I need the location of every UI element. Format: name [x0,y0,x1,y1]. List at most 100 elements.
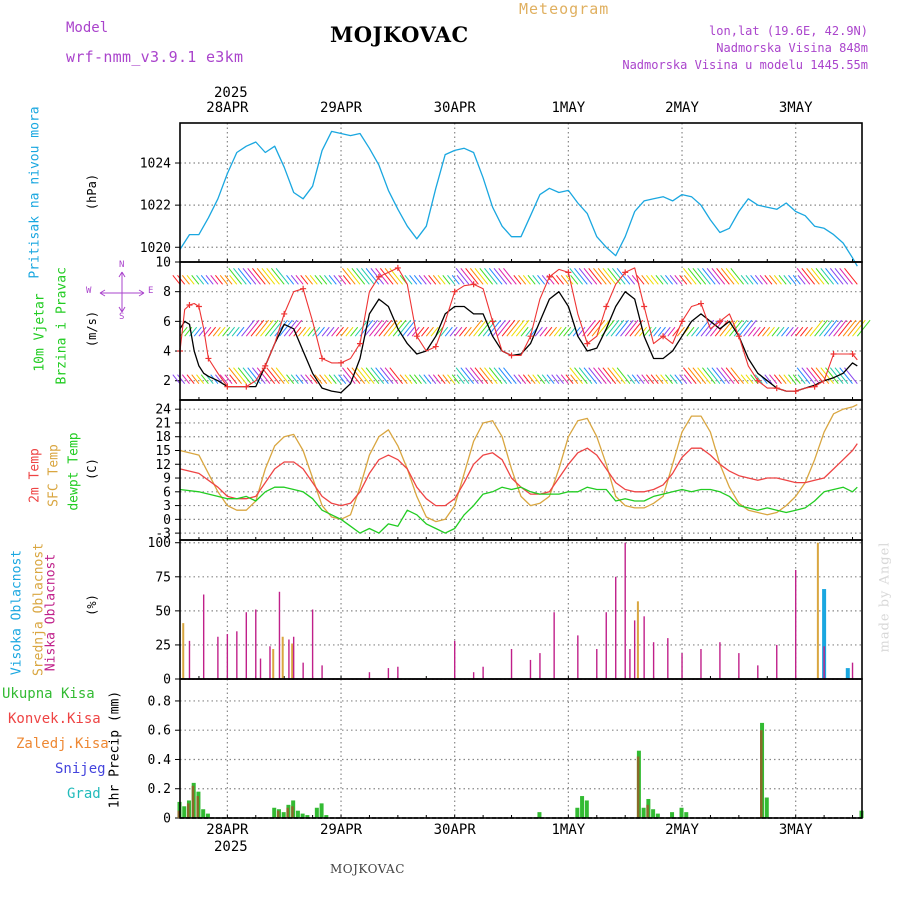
low-cloud-bar [236,631,238,679]
gust-marker [300,285,307,292]
wind-barb [537,274,546,285]
gust-marker [413,333,420,340]
conv-precip-bar [276,810,280,818]
wind-barb [563,326,572,337]
wind-barb [627,274,636,285]
wind-barb [444,326,453,337]
wind-barb [804,326,813,337]
wind-barb [522,274,531,285]
y-tick-label: 3 [163,499,171,514]
wind-barb [513,374,522,385]
wind-barb [384,367,399,385]
wind-barb [295,274,304,285]
wind-barb [469,367,484,385]
total-precip-bar [655,813,660,818]
wind-barb [837,319,852,337]
wind-barb [607,367,621,385]
total-precip-bar [205,813,210,818]
y-tick-label: 1022 [140,199,171,214]
wind-barb [454,326,463,337]
wind-barb [724,319,738,337]
wind-barb [636,374,645,385]
low-cloud-bar [226,634,229,679]
wind-barb [338,374,347,385]
wind-barb [702,367,716,385]
wind-barb [597,267,612,285]
wind-barb [593,367,607,385]
wind-barb [612,267,626,285]
wind-barb [416,326,425,337]
wind-barb [725,267,740,285]
wind-barb [655,374,664,385]
wind-barb [260,319,274,337]
wind-barb [245,319,260,337]
wind-barb [683,367,697,385]
wind-barb [662,326,671,337]
bottom-date-label: 3MAY [778,822,813,838]
wind-barb [364,319,378,337]
wind-barb [738,319,753,337]
wind-barb [275,367,290,385]
low-cloud-bar [700,649,702,679]
top-date-label: 3MAY [778,100,813,116]
wind-barb [810,267,825,285]
gust-marker [338,359,345,366]
wind-barb [565,374,574,385]
low-cloud-bar [288,639,290,679]
high-cloud-bar [845,668,850,679]
gust-marker [186,302,193,309]
gust-marker [243,383,250,390]
wind-barb [591,319,606,337]
wind-barb [634,326,643,337]
wind-barb [553,326,562,337]
gust-marker [754,377,761,384]
low-cloud-bar [397,666,399,679]
gust-marker [451,288,458,295]
wind-barb [261,367,276,385]
gust-marker [735,333,742,340]
low-cloud-bar [245,612,248,679]
y-tick-label: 2 [163,374,171,389]
wind-barb [279,319,293,337]
top-date-label: 30APR [433,100,476,116]
wind-barb [660,374,669,385]
wind-barb [459,326,467,337]
model-name: wrf-nmm_v3.9.1 e3km [66,48,244,66]
wind-barb [778,274,787,285]
low-cloud-bar [259,658,262,679]
wind-barb [856,319,871,337]
wind-barb [241,319,255,337]
wind-barb [342,267,356,285]
wind-barb [574,367,588,385]
wind-barb [307,326,316,337]
wind-barb [586,319,601,337]
wind-barb [389,367,403,385]
total-precip-bar [319,803,324,818]
wind-barb [624,319,639,337]
wind-barb [324,274,332,285]
y-tick-label: 50 [155,604,171,619]
wind-barb [275,267,290,285]
gust-marker [622,269,629,276]
wind-barb [597,367,612,385]
wind-barb [790,326,799,337]
wind-barb [290,374,299,385]
wind-barb [711,367,726,385]
wind-barb [706,267,721,285]
total-precip-bar [575,807,580,818]
wind-barb [305,374,313,385]
wind-barb [847,319,861,337]
wind-barb [271,367,285,385]
wind-barb [569,367,583,385]
compass-w: W [86,286,92,296]
wind-barb [247,267,261,285]
wind-barb [456,374,465,385]
wind-barb [266,267,280,285]
wind-barb [593,267,607,285]
wind-barb [687,367,702,385]
wind-barb [300,374,309,385]
wind-barb [773,374,782,385]
wind-barb [806,367,820,385]
wind-barb [283,319,298,337]
gust-marker [584,340,591,347]
